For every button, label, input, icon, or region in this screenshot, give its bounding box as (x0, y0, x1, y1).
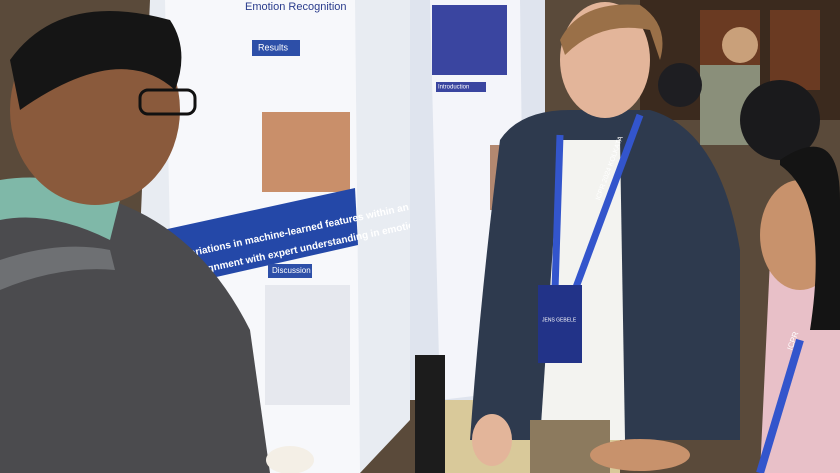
hair (10, 11, 182, 110)
badge-name: JENS GEBELE (542, 317, 577, 323)
lanyard (571, 113, 644, 292)
hand (590, 439, 690, 471)
cup (266, 446, 314, 473)
poster-header (432, 5, 507, 75)
lanyard (756, 338, 804, 473)
hair (780, 146, 840, 330)
section-heading: Results (258, 42, 289, 52)
badge (538, 285, 582, 363)
hair (560, 4, 663, 60)
person-head (722, 27, 758, 63)
text-block (265, 285, 350, 405)
door (770, 10, 820, 90)
hand (472, 414, 512, 466)
section-header (268, 264, 312, 278)
section-header (252, 40, 300, 56)
post (415, 355, 445, 473)
glasses (138, 88, 197, 116)
section-heading: Discussion (272, 266, 311, 275)
person-head (740, 80, 820, 160)
lanyard (551, 134, 564, 291)
face-grid (262, 112, 350, 192)
poster-title: Emotion Recognition (245, 1, 347, 13)
person-head (658, 63, 702, 107)
trousers (530, 420, 610, 473)
section-heading: Introduction (438, 85, 469, 91)
section-header (436, 82, 486, 92)
backpack-strap (0, 246, 115, 290)
